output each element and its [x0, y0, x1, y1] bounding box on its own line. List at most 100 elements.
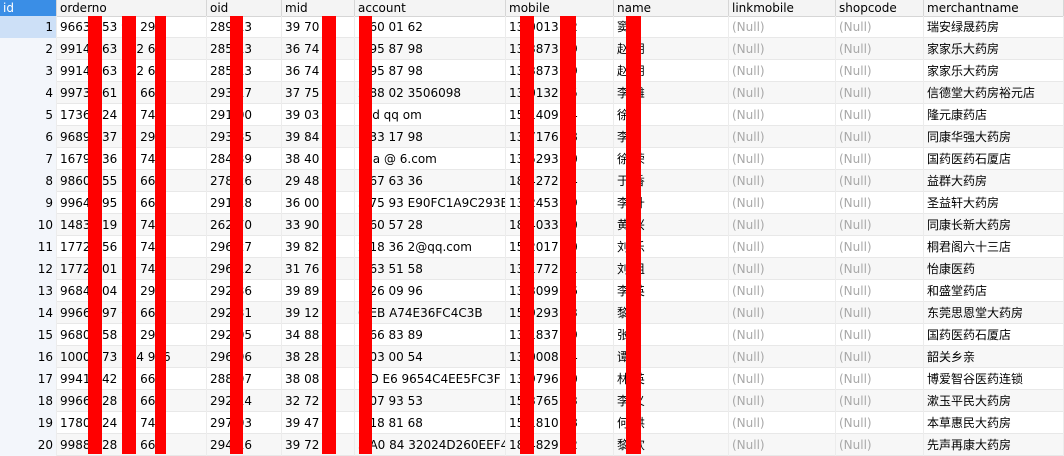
cell-merchantname[interactable]: 桐君阁六十三店 — [924, 236, 1064, 258]
cell-oid[interactable]: 262 70 — [207, 214, 282, 236]
cell-merchantname[interactable]: 信德堂大药房裕元店 — [924, 82, 1064, 104]
column-header-shopcode[interactable]: shopcode — [836, 0, 924, 16]
cell-oid[interactable]: 296 27 — [207, 236, 282, 258]
cell-mid[interactable]: 36 74 — [282, 60, 355, 82]
cell-shopcode[interactable]: (Null) — [836, 412, 924, 434]
cell-id[interactable]: 5 — [0, 104, 57, 126]
cell-oid[interactable]: 296 12 — [207, 258, 282, 280]
column-header-orderno[interactable]: orderno — [57, 0, 207, 16]
cell-account[interactable]: 0 EB A74E36FC4C3B — [355, 302, 506, 324]
cell-oid[interactable]: 292 05 — [207, 324, 282, 346]
cell-merchantname[interactable]: 国药医药石厦店 — [924, 148, 1064, 170]
cell-merchantname[interactable]: 漱玉平民大药房 — [924, 390, 1064, 412]
cell-id[interactable]: 10 — [0, 214, 57, 236]
cell-shopcode[interactable]: (Null) — [836, 214, 924, 236]
cell-linkmobile[interactable]: (Null) — [729, 302, 836, 324]
cell-linkmobile[interactable]: (Null) — [729, 280, 836, 302]
cell-mid[interactable]: 38 28 — [282, 346, 355, 368]
cell-linkmobile[interactable]: (Null) — [729, 368, 836, 390]
cell-linkmobile[interactable]: (Null) — [729, 170, 836, 192]
cell-shopcode[interactable]: (Null) — [836, 434, 924, 456]
column-header-merchantname[interactable]: merchantname — [924, 0, 1064, 16]
cell-account[interactable]: 1 26 09 96 — [355, 280, 506, 302]
column-header-mid[interactable]: mid — [282, 0, 355, 16]
cell-shopcode[interactable]: (Null) — [836, 126, 924, 148]
cell-linkmobile[interactable]: (Null) — [729, 192, 836, 214]
cell-mid[interactable]: 38 40 — [282, 148, 355, 170]
cell-linkmobile[interactable]: (Null) — [729, 236, 836, 258]
column-header-oid[interactable]: oid — [207, 0, 282, 16]
cell-linkmobile[interactable]: (Null) — [729, 390, 836, 412]
cell-account[interactable]: 3 A0 84 32024D260EEF4 — [355, 434, 506, 456]
column-header-id[interactable]: id — [0, 0, 57, 16]
cell-account[interactable]: 1 95 87 98 — [355, 38, 506, 60]
cell-account[interactable]: 1 63 51 58 — [355, 258, 506, 280]
cell-linkmobile[interactable]: (Null) — [729, 148, 836, 170]
cell-shopcode[interactable]: (Null) — [836, 302, 924, 324]
cell-merchantname[interactable]: 博爱智谷医药连锁 — [924, 368, 1064, 390]
cell-shopcode[interactable]: (Null) — [836, 324, 924, 346]
column-header-mobile[interactable]: mobile — [506, 0, 614, 16]
cell-id[interactable]: 4 — [0, 82, 57, 104]
cell-linkmobile[interactable]: (Null) — [729, 412, 836, 434]
cell-oid[interactable]: 284 39 — [207, 148, 282, 170]
cell-shopcode[interactable]: (Null) — [836, 170, 924, 192]
cell-merchantname[interactable]: 隆元康药店 — [924, 104, 1064, 126]
cell-account[interactable]: 1 33 17 98 — [355, 126, 506, 148]
cell-shopcode[interactable]: (Null) — [836, 390, 924, 412]
cell-mid[interactable]: 34 88 — [282, 324, 355, 346]
cell-oid[interactable]: 293 35 — [207, 126, 282, 148]
cell-account[interactable]: 2 88 02 3506098 — [355, 82, 506, 104]
cell-mid[interactable]: 39 89 — [282, 280, 355, 302]
cell-id[interactable]: 16 — [0, 346, 57, 368]
cell-id[interactable]: 15 — [0, 324, 57, 346]
cell-orderno[interactable]: 9914 063 182 66 — [57, 38, 207, 60]
cell-merchantname[interactable]: 和盛堂药店 — [924, 280, 1064, 302]
cell-oid[interactable]: 293 17 — [207, 82, 282, 104]
cell-merchantname[interactable]: 国药医药石厦店 — [924, 324, 1064, 346]
cell-account[interactable]: 1 66 83 89 — [355, 324, 506, 346]
cell-linkmobile[interactable]: (Null) — [729, 82, 836, 104]
cell-id[interactable]: 3 — [0, 60, 57, 82]
cell-id[interactable]: 17 — [0, 368, 57, 390]
cell-mid[interactable]: 39 47 — [282, 412, 355, 434]
cell-oid[interactable]: 292 14 — [207, 390, 282, 412]
cell-id[interactable]: 14 — [0, 302, 57, 324]
cell-account[interactable]: 1 03 00 54 — [355, 346, 506, 368]
cell-shopcode[interactable]: (Null) — [836, 60, 924, 82]
cell-id[interactable]: 2 — [0, 38, 57, 60]
cell-shopcode[interactable]: (Null) — [836, 82, 924, 104]
cell-mid[interactable]: 39 82 — [282, 236, 355, 258]
cell-merchantname[interactable]: 东莞思恩堂大药房 — [924, 302, 1064, 324]
cell-linkmobile[interactable]: (Null) — [729, 104, 836, 126]
cell-account[interactable]: 5 75 93 E90FC1A9C293E — [355, 192, 506, 214]
column-header-name[interactable]: name — [614, 0, 729, 16]
cell-merchantname[interactable]: 本草惠民大药房 — [924, 412, 1064, 434]
table-row[interactable]: 9 9964 095 70 66 291 18 36 00 5 75 93 E90FC1… — [0, 192, 1064, 214]
cell-shopcode[interactable]: (Null) — [836, 104, 924, 126]
cell-account[interactable]: 1 95 87 98 — [355, 60, 506, 82]
cell-oid[interactable]: 294 16 — [207, 434, 282, 456]
cell-merchantname[interactable]: 同康长新大药房 — [924, 214, 1064, 236]
cell-shopcode[interactable]: (Null) — [836, 38, 924, 60]
cell-oid[interactable]: 291 00 — [207, 104, 282, 126]
cell-merchantname[interactable]: 圣益轩大药房 — [924, 192, 1064, 214]
cell-linkmobile[interactable]: (Null) — [729, 126, 836, 148]
cell-id[interactable]: 7 — [0, 148, 57, 170]
cell-shopcode[interactable]: (Null) — [836, 280, 924, 302]
cell-id[interactable]: 1 — [0, 16, 57, 38]
cell-oid[interactable]: 292 31 — [207, 302, 282, 324]
cell-oid[interactable]: 285 13 — [207, 60, 282, 82]
cell-mid[interactable]: 32 72 — [282, 390, 355, 412]
cell-merchantname[interactable]: 同康华强大药房 — [924, 126, 1064, 148]
cell-oid[interactable]: 292 36 — [207, 280, 282, 302]
cell-id[interactable]: 8 — [0, 170, 57, 192]
cell-mid[interactable]: 38 08 — [282, 368, 355, 390]
cell-id[interactable]: 20 — [0, 434, 57, 456]
cell-id[interactable]: 9 — [0, 192, 57, 214]
cell-id[interactable]: 12 — [0, 258, 57, 280]
cell-merchantname[interactable]: 瑞安绿晟药房 — [924, 16, 1064, 38]
cell-orderno[interactable]: 1000 873 764 966 — [57, 346, 207, 368]
cell-linkmobile[interactable]: (Null) — [729, 324, 836, 346]
cell-mid[interactable]: 36 00 — [282, 192, 355, 214]
